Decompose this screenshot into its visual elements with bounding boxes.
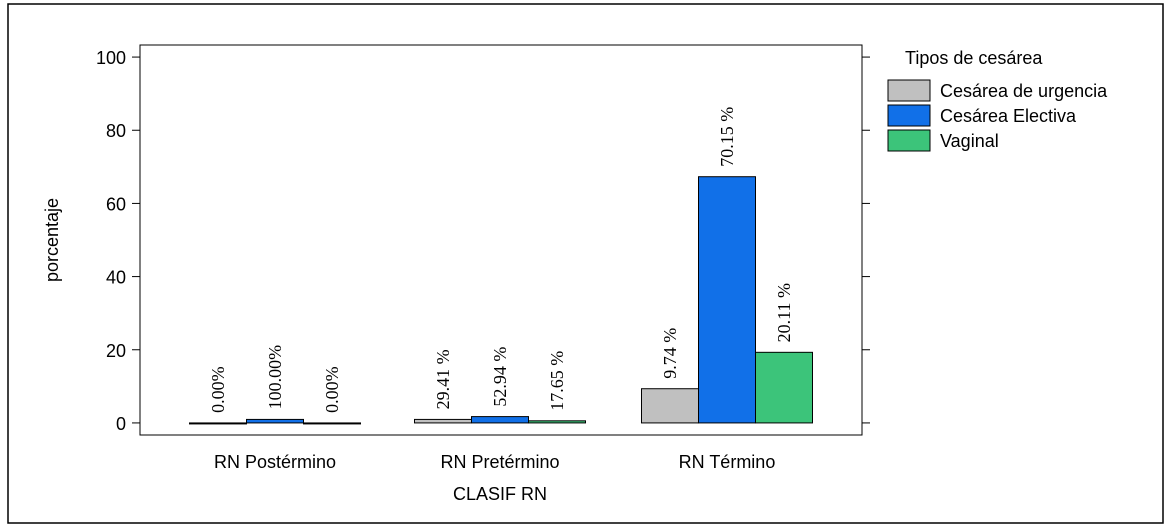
legend-label: Vaginal	[940, 131, 999, 151]
y-tick-label: 60	[106, 194, 126, 214]
value-label: 17.65 %	[547, 351, 567, 411]
bar	[755, 351, 813, 424]
x-tick-label: RN Término	[679, 452, 776, 472]
value-label: 0.00%	[322, 366, 342, 413]
bar	[471, 416, 529, 424]
y-tick-label: 20	[106, 341, 126, 361]
value-label: 0.00%	[208, 366, 228, 413]
y-tick-label: 100	[96, 48, 126, 68]
value-label: 52.94 %	[490, 347, 510, 407]
value-label: 100.00%	[265, 345, 285, 410]
x-tick-label: RN Pretérmino	[440, 452, 559, 472]
legend-label: Cesárea Electiva	[940, 106, 1077, 126]
frame	[7, 3, 1164, 524]
value-label: 20.11 %	[774, 283, 794, 342]
y-tick-label: 40	[106, 268, 126, 288]
legend-swatch	[887, 104, 931, 127]
legend-swatch	[887, 129, 931, 152]
bar	[246, 418, 304, 424]
bar	[528, 420, 586, 424]
bar	[303, 422, 361, 425]
y-axis-title: porcentaje	[42, 198, 62, 282]
y-tick-label: 80	[106, 121, 126, 141]
bar	[641, 388, 699, 424]
legend-title: Tipos de cesárea	[905, 48, 1043, 68]
bar	[698, 176, 756, 424]
legend-label: Cesárea de urgencia	[940, 81, 1108, 101]
y-tick-label: 0	[116, 414, 126, 434]
bar	[414, 418, 472, 424]
legend-swatch	[887, 79, 931, 102]
value-label: 9.74 %	[660, 328, 680, 379]
value-label: 70.15 %	[717, 107, 737, 167]
plot-area	[139, 44, 863, 436]
value-label: 29.41 %	[433, 349, 453, 409]
bar	[189, 422, 247, 425]
x-tick-label: RN Postérmino	[214, 452, 336, 472]
x-axis-title: CLASIF RN	[453, 484, 547, 504]
